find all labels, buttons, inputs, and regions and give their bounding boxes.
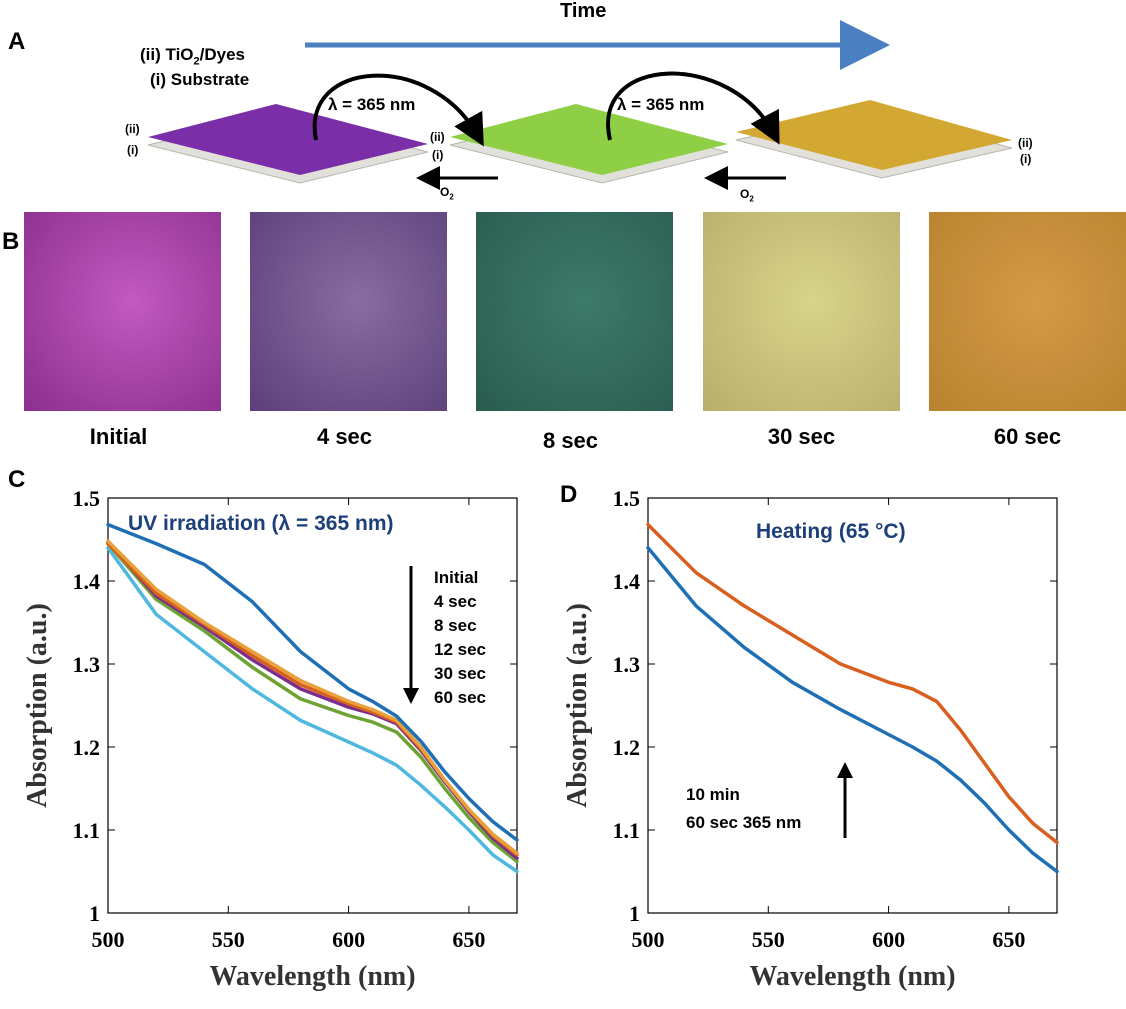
x-tick-label: 500 bbox=[632, 927, 665, 952]
legend-item: 8 sec bbox=[434, 616, 477, 635]
y-tick-label: 1.1 bbox=[73, 818, 101, 843]
plate-1-tag-i: (i) bbox=[127, 143, 139, 157]
x-tick-label: 650 bbox=[992, 927, 1025, 952]
time-label: Time bbox=[560, 0, 607, 22]
y-tick-label: 1.2 bbox=[613, 735, 641, 760]
x-tick-label: 600 bbox=[332, 927, 365, 952]
swatch-label-8-sec: 8 sec bbox=[542, 428, 599, 453]
legend-item: 4 sec bbox=[434, 592, 477, 611]
x-axis-label: Wavelength (nm) bbox=[749, 961, 955, 992]
series-line-initial bbox=[106, 522, 519, 842]
plate-3-tag-ii: (ii) bbox=[1018, 136, 1033, 150]
plate-3-top bbox=[736, 100, 1012, 170]
legend-item: Initial bbox=[434, 568, 478, 587]
plate-2 bbox=[449, 104, 729, 184]
panel-letter-b: B bbox=[2, 228, 20, 255]
plate-1-top bbox=[148, 104, 428, 175]
legend-item: 60 sec bbox=[434, 688, 486, 707]
x-tick-label: 550 bbox=[752, 927, 785, 952]
plate-3 bbox=[735, 100, 1013, 179]
y-tick-label: 1.2 bbox=[73, 735, 101, 760]
plate-1 bbox=[147, 104, 429, 184]
legend-item: 10 min bbox=[686, 785, 740, 804]
y-axis-label: Absorption (a.u.) bbox=[562, 603, 593, 808]
x-tick-label: 650 bbox=[452, 927, 485, 952]
o2-label-1: O2 bbox=[440, 185, 454, 202]
uv-arrow-2 bbox=[606, 71, 780, 145]
chart-title: UV irradiation (λ = 365 nm) bbox=[128, 512, 394, 535]
plate-2-top bbox=[450, 104, 728, 175]
series-line-60-sec bbox=[106, 546, 519, 874]
y-axis-label: Absorption (a.u.) bbox=[22, 603, 53, 808]
y-tick-label: 1.3 bbox=[613, 652, 641, 677]
layer-ii-label: (ii) TiO2/Dyes bbox=[140, 45, 245, 67]
layer-i-label: (i) Substrate bbox=[150, 70, 250, 89]
plate-2-tag-i: (i) bbox=[432, 148, 444, 162]
y-tick-label: 1.4 bbox=[613, 569, 641, 594]
series-line-4-sec bbox=[106, 539, 519, 855]
y-tick-label: 1 bbox=[89, 901, 100, 926]
plate-3-tag-i: (i) bbox=[1020, 152, 1032, 166]
swatch-8-sec bbox=[476, 212, 673, 411]
swatch-4-sec bbox=[250, 212, 447, 411]
x-axis-label: Wavelength (nm) bbox=[209, 961, 415, 992]
layer-ii-label-prefix: (ii) TiO bbox=[140, 45, 194, 64]
chart-c: 500 550 600 650 1 1.1 1.2 1.3 1.4 1.5 Wavelength (… bbox=[22, 486, 519, 992]
uv-arrow-1 bbox=[312, 73, 484, 147]
panel-letter-a: A bbox=[8, 28, 26, 55]
swatch-label-60-sec: 60 sec bbox=[993, 424, 1062, 449]
panel-letter-c: C bbox=[8, 466, 26, 493]
legend-arrow-head bbox=[837, 762, 853, 778]
series-line-30-sec bbox=[106, 541, 519, 864]
y-tick-label: 1.5 bbox=[613, 486, 641, 511]
plot-frame bbox=[647, 497, 1058, 914]
legend-item: 30 sec bbox=[434, 664, 486, 683]
y-tick-label: 1.5 bbox=[73, 486, 101, 511]
swatch-label-4-sec: 4 sec bbox=[316, 424, 373, 449]
series-line-10-min bbox=[646, 522, 1059, 845]
x-tick-label: 550 bbox=[212, 927, 245, 952]
plate-2-tag-ii: (ii) bbox=[430, 130, 445, 144]
layer-ii-subscript: 2 bbox=[193, 55, 200, 68]
y-tick-label: 1.3 bbox=[73, 652, 101, 677]
y-tick-label: 1.1 bbox=[613, 818, 641, 843]
panel-a-diagram bbox=[147, 20, 1013, 190]
o2-label-2: O2 bbox=[740, 187, 754, 204]
chart-d: 500 550 600 650 1 1.1 1.2 1.3 1.4 1.5 Wavelength (… bbox=[562, 486, 1059, 992]
swatch-60-sec bbox=[929, 212, 1126, 411]
layer-ii-label-suffix: /Dyes bbox=[199, 45, 246, 64]
legend-arrow-head bbox=[403, 688, 419, 704]
x-tick-label: 500 bbox=[92, 927, 125, 952]
series-line-60-sec-365-nm bbox=[646, 546, 1059, 874]
y-tick-label: 1.4 bbox=[73, 569, 101, 594]
legend-item: 12 sec bbox=[434, 640, 486, 659]
swatch-initial bbox=[24, 212, 221, 411]
panel-letter-d: D bbox=[560, 481, 578, 508]
legend-item: 60 sec 365 nm bbox=[686, 813, 801, 832]
plot-frame bbox=[107, 497, 518, 914]
chart-title: Heating (65 °C) bbox=[756, 520, 906, 543]
uv-label-1: λ = 365 nm bbox=[328, 95, 416, 114]
swatch-30-sec bbox=[703, 212, 900, 411]
plate-1-tag-ii: (ii) bbox=[125, 122, 140, 136]
y-tick-label: 1 bbox=[629, 901, 640, 926]
x-tick-label: 600 bbox=[872, 927, 905, 952]
uv-label-2: λ = 365 nm bbox=[617, 95, 705, 114]
swatch-label-initial: Initial bbox=[89, 424, 148, 449]
swatch-label-30-sec: 30 sec bbox=[767, 424, 836, 449]
